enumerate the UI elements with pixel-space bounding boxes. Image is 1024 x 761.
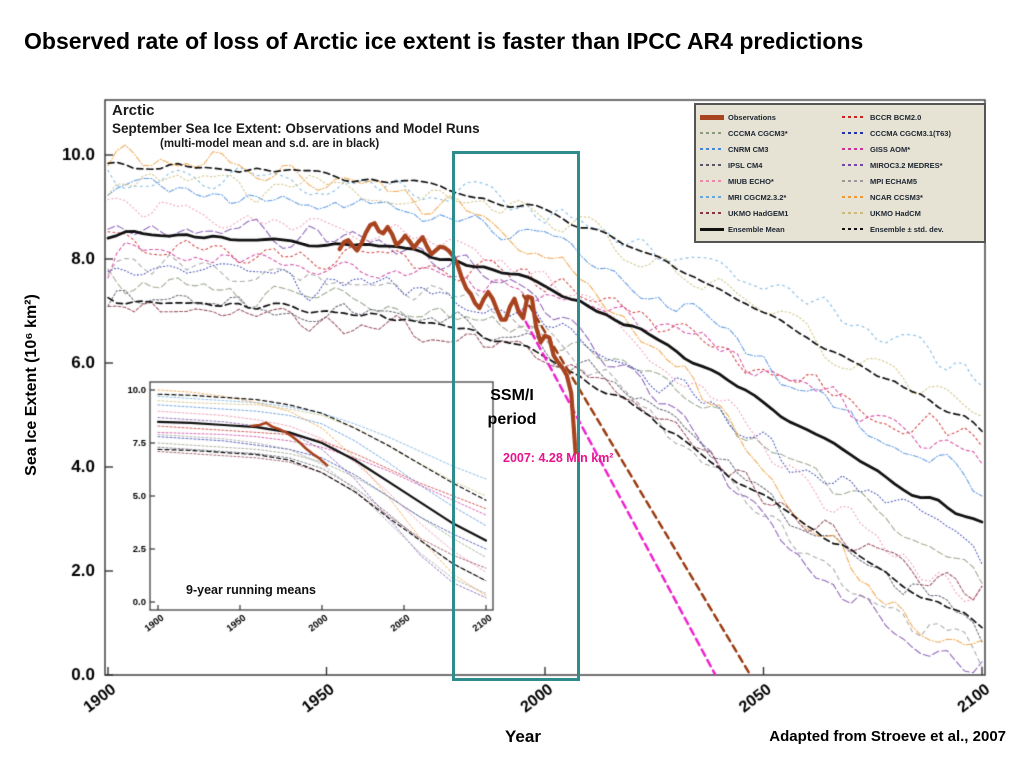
legend-item: CCCMA CGCM3* [698, 125, 840, 141]
legend-line-sample-icon [842, 228, 866, 230]
legend-line-sample-icon [842, 132, 866, 134]
ssmi-period-highlight-box [452, 151, 580, 681]
legend-item: UKMO HadCM [840, 205, 982, 221]
legend-line-sample-icon [700, 164, 724, 166]
legend-line-sample-icon [700, 212, 724, 214]
legend-line-sample-icon [842, 212, 866, 214]
legend-label: CCCMA CGCM3.1(T63) [870, 128, 951, 138]
legend-item: NCAR CCSM3* [840, 189, 982, 205]
legend-item: MIROC3.2 MEDRES* [840, 157, 982, 173]
legend-item: IPSL CM4 [698, 157, 840, 173]
chart-subtitle: September Sea Ice Extent: Observations a… [112, 121, 480, 137]
legend-label: BCCR BCM2.0 [870, 112, 922, 122]
legend-label: NCAR CCSM3* [870, 192, 923, 202]
legend-line-sample-icon [842, 148, 866, 150]
legend-line-sample-icon [842, 180, 866, 182]
legend-item: MIUB ECHO* [698, 173, 840, 189]
observation-2007-annotation: 2007: 4.28 Mln km² [503, 451, 614, 465]
legend-column-right: BCCR BCM2.0 CCCMA CGCM3.1(T63) GISS AOM* MI… [840, 109, 982, 237]
chart-note: (multi-model mean and s.d. are in black) [160, 138, 380, 151]
ssmi-period-label: SSM/I period [462, 384, 562, 432]
model-legend: Observations CCCMA CGCM3* CNRM CM3 IPSL CM4… [694, 103, 986, 243]
legend-label: CNRM CM3 [728, 144, 769, 154]
legend-label: MIUB ECHO* [728, 176, 774, 186]
legend-line-sample-icon [842, 196, 866, 198]
legend-label: MIROC3.2 MEDRES* [870, 160, 943, 170]
inset-title: 9-year running means [186, 583, 316, 597]
legend-line-sample-icon [700, 196, 724, 198]
legend-line-sample-icon [700, 180, 724, 182]
legend-label: MRI CGCM2.3.2* [728, 192, 787, 202]
legend-line-sample-icon [700, 148, 724, 150]
legend-label: UKMO HadGEM1 [728, 208, 789, 218]
legend-item: MRI CGCM2.3.2* [698, 189, 840, 205]
legend-line-sample-icon [700, 114, 724, 120]
legend-item: MPI ECHAM5 [840, 173, 982, 189]
legend-label: MPI ECHAM5 [870, 176, 918, 186]
legend-label: Ensemble Mean [728, 224, 785, 234]
legend-line-sample-icon [700, 132, 724, 134]
chart-header: Arctic September Sea Ice Extent: Observa… [112, 101, 480, 152]
legend-line-sample-icon [842, 164, 866, 166]
legend-item: CNRM CM3 [698, 141, 840, 157]
legend-label: UKMO HadCM [870, 208, 921, 218]
legend-item: Observations [698, 109, 840, 125]
legend-label: Observations [728, 112, 776, 122]
legend-item: BCCR BCM2.0 [840, 109, 982, 125]
legend-item: Ensemble Mean [698, 221, 840, 237]
legend-label: Ensemble ± std. dev. [870, 224, 944, 234]
legend-item: UKMO HadGEM1 [698, 205, 840, 221]
legend-column-left: Observations CCCMA CGCM3* CNRM CM3 IPSL CM4… [698, 109, 840, 237]
legend-item: GISS AOM* [840, 141, 982, 157]
ssmi-period-label-line2: period [487, 411, 537, 428]
legend-label: IPSL CM4 [728, 160, 763, 170]
page-title: Observed rate of loss of Arctic ice exte… [24, 28, 864, 54]
x-axis-title: Year [505, 727, 541, 746]
chart-title: Arctic [112, 102, 155, 119]
legend-line-sample-icon [842, 116, 866, 118]
legend-line-sample-icon [700, 227, 724, 231]
legend-item: CCCMA CGCM3.1(T63) [840, 125, 982, 141]
legend-item: Ensemble ± std. dev. [840, 221, 982, 237]
legend-label: CCCMA CGCM3* [728, 128, 788, 138]
y-axis-title: Sea Ice Extent (10⁶ km²) [23, 294, 40, 476]
ssmi-period-label-line1: SSM/I [490, 387, 534, 404]
legend-label: GISS AOM* [870, 144, 911, 154]
source-credit: Adapted from Stroeve et al., 2007 [769, 728, 1006, 745]
